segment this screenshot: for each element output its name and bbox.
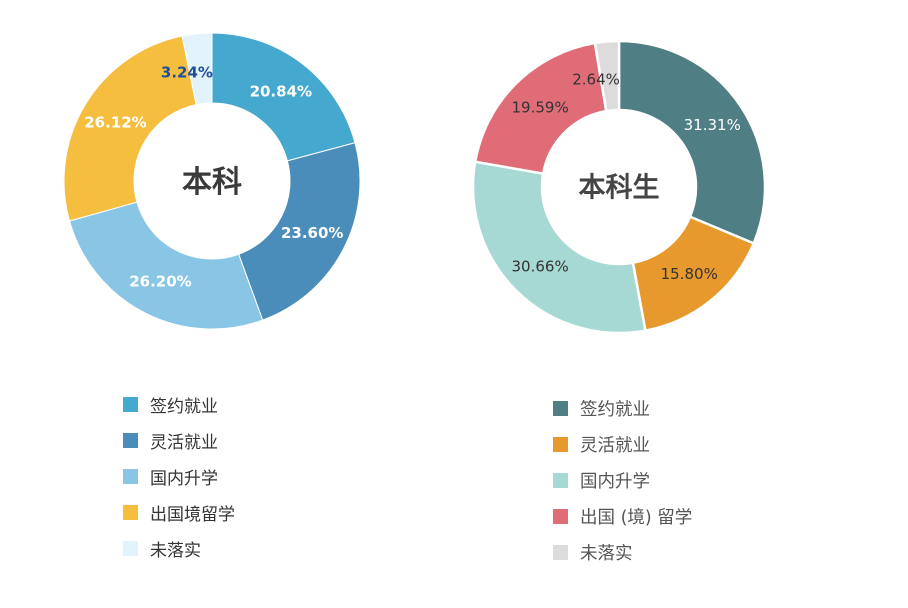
right-legend-label: 灵活就业 [580, 435, 650, 456]
left-legend-swatch [123, 396, 138, 412]
right-legend-item-domestic-study: 国内升学 [553, 462, 692, 498]
left-slice-signed [211, 32, 356, 162]
left-value-label-domestic-study: 26.20% [129, 273, 191, 291]
right-value-label-abroad-study: 19.59% [512, 98, 569, 116]
left-center-label: 本科 [182, 165, 242, 200]
left-value-label-abroad-study: 26.12% [84, 113, 146, 131]
legend-right: 签约就业灵活就业国内升学出国 (境) 留学 未落实 [553, 390, 692, 570]
donut-chart-undergrad: 20.84% 23.60% 26.20% 26.12% 3.24% 本科 [63, 32, 361, 330]
left-legend-label: 签约就业 [150, 396, 218, 417]
left-legend-item-signed: 签约就业 [123, 386, 235, 422]
left-legend-swatch [123, 468, 138, 484]
legend-left: 签约就业灵活就业国内升学出国境留学未落实 [123, 386, 235, 566]
right-slice-signed [617, 39, 767, 246]
right-legend-item-flexible: 灵活就业 [553, 426, 692, 462]
right-legend-swatch [553, 508, 568, 524]
left-legend-swatch [123, 432, 138, 448]
right-legend-label: 未落实 [580, 543, 633, 564]
right-value-label-flexible: 15.80% [661, 265, 718, 283]
left-slice-abroad-study [63, 35, 197, 222]
right-legend-label: 出国 (境) 留学 [580, 507, 693, 528]
left-legend-label: 国内升学 [150, 468, 218, 489]
left-value-label-unplaced: 3.24% [161, 64, 213, 82]
left-legend-item-unplaced: 未落实 [123, 530, 235, 566]
left-value-label-flexible: 23.60% [281, 224, 343, 242]
left-slice-unplaced [181, 32, 213, 106]
left-legend-label: 未落实 [150, 540, 201, 561]
right-legend-swatch [553, 544, 568, 560]
right-center-label: 本科生 [579, 173, 660, 204]
right-legend-swatch [553, 472, 568, 488]
right-legend-item-abroad-study: 出国 (境) 留学 [553, 498, 692, 534]
right-value-label-signed: 31.31% [684, 116, 741, 134]
right-slice-unplaced [593, 39, 621, 113]
left-slice-domestic-study [68, 201, 264, 330]
right-slice-abroad-study [473, 41, 608, 176]
left-legend-label: 灵活就业 [150, 432, 218, 453]
right-value-label-domestic-study: 30.66% [512, 257, 569, 275]
right-value-label-unplaced: 2.64% [572, 70, 620, 88]
left-value-label-signed: 20.84% [250, 82, 312, 100]
left-legend-item-domestic-study: 国内升学 [123, 458, 235, 494]
left-legend-label: 出国境留学 [150, 504, 235, 525]
right-legend-item-signed: 签约就业 [553, 390, 692, 426]
left-legend-swatch [123, 504, 138, 520]
left-legend-swatch [123, 540, 138, 556]
left-slice-flexible [238, 142, 361, 321]
right-legend-label: 国内升学 [580, 471, 650, 492]
donut-chart-undergrad-students: 31.31% 15.80% 30.66% 19.59%2.64% 本科生 [471, 39, 767, 335]
right-slice-domestic-study [471, 160, 647, 335]
right-legend-label: 签约就业 [580, 399, 650, 420]
right-legend-swatch [553, 436, 568, 452]
right-legend-item-unplaced: 未落实 [553, 534, 692, 570]
left-legend-item-flexible: 灵活就业 [123, 422, 235, 458]
left-legend-item-abroad-study: 出国境留学 [123, 494, 235, 530]
right-legend-swatch [553, 400, 568, 416]
